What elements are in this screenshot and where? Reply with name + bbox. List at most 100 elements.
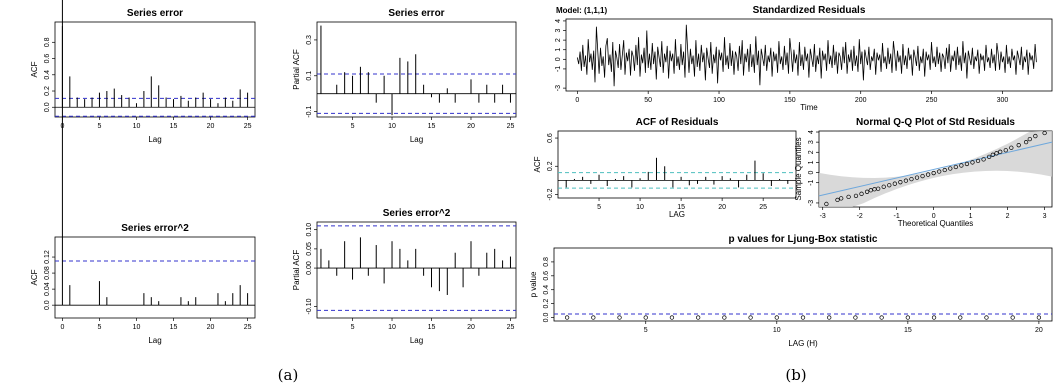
qq-point	[925, 172, 931, 177]
p-value-point	[1010, 315, 1015, 320]
qq-reference-line	[818, 141, 1053, 197]
panel-a2: Series error 5 10 15 20 25 -0.1 0.1 0.3 Lag Partia…	[292, 8, 517, 144]
qq-point	[975, 158, 981, 164]
x-tick-label: 50	[644, 97, 652, 104]
x-tick-label: 5	[597, 204, 601, 211]
p-value-point	[564, 315, 570, 320]
plot-frame	[553, 247, 1053, 322]
x-axis-label: Lag	[410, 135, 423, 144]
y-tick-label: 0.1	[306, 71, 313, 81]
y-tick-label: 0.3	[306, 35, 313, 45]
y-axis-label: ACF	[533, 156, 542, 172]
y-tick-label: 2	[555, 38, 562, 42]
qq-point	[887, 183, 892, 188]
x-tick-label: 25	[759, 204, 767, 211]
p-value-point	[696, 315, 701, 320]
qq-point	[903, 178, 909, 183]
y-tick-label: 4	[555, 19, 562, 23]
x-tick-label: 25	[507, 324, 515, 331]
qq-point	[1009, 145, 1014, 150]
x-tick-label: 250	[926, 97, 938, 104]
y-tick-label: 1	[555, 48, 562, 52]
qq-point	[839, 196, 844, 201]
p-value-point	[774, 315, 779, 320]
qq-point	[1003, 148, 1008, 153]
x-axis-label: LAG (H)	[788, 339, 818, 348]
caption-b: (b)	[785, 366, 806, 384]
qq-point	[909, 176, 914, 182]
qq-point	[990, 152, 995, 157]
x-tick-label: 15	[170, 123, 178, 130]
x-axis-label: Theoretical Quantiles	[898, 219, 974, 228]
chart-layer: Series error05101520250.00.20.40.60.8Lag…	[30, 0, 1053, 348]
y-tick-label: 0	[808, 170, 815, 174]
y-tick-label: 2	[808, 150, 815, 154]
y-tick-label: -0.10	[306, 298, 313, 314]
y-axis-label: ACF	[30, 61, 39, 77]
y-tick-label: 3	[808, 140, 815, 144]
y-tick-label: 0	[555, 57, 562, 61]
x-tick-label: 25	[244, 123, 252, 130]
plot-frame	[565, 18, 1053, 92]
y-tick-label: 1	[808, 160, 815, 164]
qq-point	[953, 164, 958, 170]
y-tick-label: -3	[808, 200, 815, 206]
y-tick-label: -0.2	[547, 188, 554, 200]
qq-point	[986, 154, 992, 159]
y-tick-label: 0.05	[306, 242, 313, 256]
x-tick-label: 150	[784, 97, 796, 104]
qq-point	[868, 188, 873, 193]
qq-point	[876, 186, 881, 191]
y-tick-label: 0.4	[543, 285, 550, 295]
y-axis-label: Partial ACF	[292, 49, 301, 90]
x-tick-label: 5	[644, 327, 648, 334]
y-tick-label: -0.1	[306, 105, 313, 117]
qq-point	[1016, 143, 1021, 148]
qq-point	[964, 161, 970, 167]
x-axis-label: LAG	[669, 210, 685, 219]
residual-line	[576, 24, 1037, 87]
qq-confidence-band	[819, 131, 1052, 207]
y-tick-label: 0.12	[44, 250, 51, 264]
y-tick-label: 0.6	[44, 54, 51, 64]
panel-title: ACF of Residuals	[636, 117, 719, 128]
qq-point	[998, 149, 1003, 154]
y-tick-label: 0.8	[44, 37, 51, 47]
panel-title: Normal Q-Q Plot of Std Residuals	[856, 117, 1015, 128]
p-value-point	[1036, 315, 1042, 320]
x-tick-label: 20	[467, 324, 475, 331]
y-tick-label: 3	[555, 28, 562, 32]
y-tick-label: 0.0	[44, 300, 51, 310]
x-tick-label: 25	[507, 123, 515, 130]
qq-point	[1027, 136, 1032, 142]
x-axis-label: Lag	[410, 336, 423, 345]
p-value-point	[931, 315, 937, 320]
p-value-point	[722, 315, 727, 320]
qq-point	[970, 160, 975, 165]
y-axis-label: Partial ACF	[292, 250, 301, 291]
qq-point	[937, 169, 942, 174]
y-axis-label: p value	[529, 271, 538, 297]
panel-b1: Standardized Residuals Model: (1,1,1) 0 50 1…	[555, 5, 1053, 112]
caption-a: (a)	[278, 366, 299, 384]
x-tick-label: 15	[428, 324, 436, 331]
p-value-point	[984, 315, 989, 320]
plot-frame	[557, 130, 797, 199]
x-tick-label: 0	[60, 324, 64, 331]
x-tick-label: 300	[997, 97, 1009, 104]
qq-point	[892, 181, 897, 186]
panel-a3: Series error^2 0 5 10 15 20 25 0.0 0.04 0.08 0.12 L…	[30, 0, 256, 345]
panel-title: Series error^2	[383, 208, 451, 219]
y-tick-label: 0.4	[44, 70, 51, 80]
x-tick-label: 20	[718, 204, 726, 211]
plot-frame	[54, 236, 256, 319]
p-value-point	[669, 315, 675, 320]
panel-a1: Series error05101520250.00.20.40.60.8Lag…	[30, 8, 256, 144]
x-tick-label: 2	[1006, 213, 1010, 220]
panel-title: Series error	[388, 8, 444, 19]
x-tick-label: 3	[1043, 213, 1047, 220]
panel-a4: Series error^2 5 10 15 20 25 -0.10 0.00 0.05 0.10…	[292, 208, 517, 345]
p-value-point	[748, 315, 753, 320]
x-tick-label: 1	[969, 213, 973, 220]
